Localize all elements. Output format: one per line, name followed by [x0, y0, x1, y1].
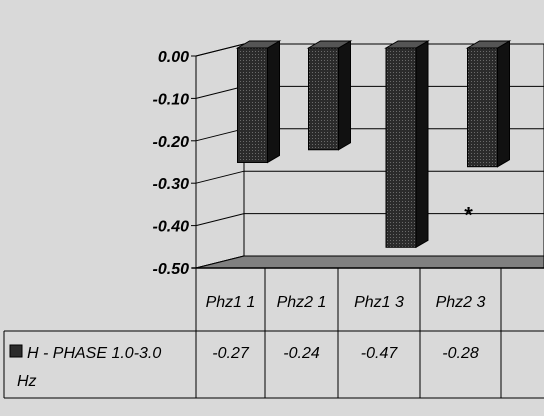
bar-front	[385, 47, 417, 248]
y-tick-label: -0.40	[153, 219, 190, 236]
y-tick-label: 0.00	[158, 49, 189, 66]
legend-key	[9, 344, 23, 358]
bar-4	[465, 40, 512, 168]
bar-side	[267, 40, 280, 164]
bar-front	[467, 47, 498, 168]
bar-1	[235, 40, 282, 164]
gridline-side	[195, 170, 245, 184]
bar-3	[384, 40, 430, 249]
category-label: Phz2 1	[277, 294, 327, 311]
value-label: -0.27	[212, 345, 250, 362]
bar-front	[237, 47, 268, 163]
y-tick-label: -0.30	[153, 176, 190, 193]
bar-top	[384, 40, 430, 49]
gridline-side	[195, 43, 245, 57]
bar-2	[306, 40, 353, 151]
bar-side	[415, 40, 429, 249]
bar-top	[306, 40, 353, 49]
bar-front	[308, 47, 339, 151]
gridline-side	[195, 128, 245, 142]
gridline-side	[195, 85, 245, 99]
gridline-side	[195, 213, 245, 227]
side-wall	[195, 43, 245, 269]
bar-side	[497, 40, 510, 168]
y-tick-label: -0.50	[153, 261, 190, 278]
category-label: Phz1 1	[206, 294, 256, 311]
legend-series-name: H - PHASE 1.0-3.0 Hz	[17, 345, 161, 390]
y-tick-label: -0.20	[153, 134, 190, 151]
value-label: -0.47	[361, 345, 399, 362]
bar-top	[235, 40, 282, 49]
bar-side	[338, 40, 351, 151]
category-label: Phz1 3	[354, 294, 404, 311]
value-label: -0.24	[283, 345, 320, 362]
value-label: -0.28	[442, 345, 479, 362]
bar-top	[465, 40, 512, 49]
category-label: Phz2 3	[436, 294, 486, 311]
chart-floor	[195, 255, 544, 269]
y-tick-label: -0.10	[153, 91, 190, 108]
annotation-asterisk: *	[464, 203, 473, 228]
